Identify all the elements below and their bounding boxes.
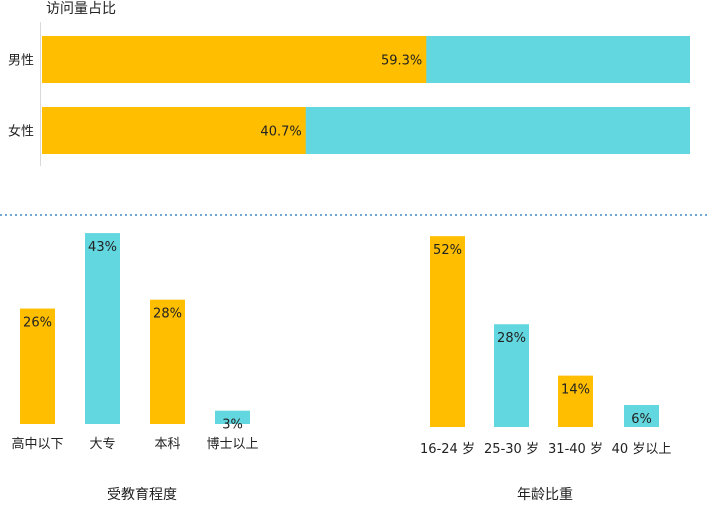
education-category-label: 本科 (154, 437, 180, 452)
age-category-label: 25-30 岁 (484, 442, 539, 457)
age-chart: 52% 16-24 岁 28% 25-30 岁 14% 31-40 岁 6% 40 岁以上 年… (420, 236, 671, 503)
age-bar-label: 14% (561, 383, 590, 398)
age-chart-title: 年龄比重 (517, 487, 573, 503)
gender-bar-label: 59.3% (381, 54, 422, 69)
education-category-label: 高中以下 (11, 436, 63, 452)
age-bar-label: 28% (497, 331, 526, 346)
age-category-label: 16-24 岁 (420, 442, 475, 457)
age-bars: 52% 16-24 岁 28% 25-30 岁 14% 31-40 岁 6% 40 岁以上 (420, 236, 671, 457)
age-bar (624, 404, 659, 427)
gender-bars: 59.3% 男性 40.7% 女性 (8, 36, 690, 154)
gender-category-label: 男性 (8, 54, 34, 69)
education-bar (85, 233, 120, 424)
age-category-label: 31-40 岁 (548, 442, 603, 457)
age-category-label: 40 岁以上 (612, 442, 672, 457)
education-category-label: 博士以上 (206, 437, 258, 452)
gender-bar-label: 40.7% (260, 125, 301, 140)
education-bar (20, 308, 55, 424)
age-bar-label: 52% (433, 243, 462, 258)
gender-chart: 访问量占比 59.3% 男性 40.7% 女性 (8, 1, 690, 166)
age-bar-label: 6% (631, 412, 652, 427)
education-bar-label: 43% (88, 240, 117, 255)
education-bar-label: 3% (222, 418, 243, 433)
education-chart: 26% 高中以下 43% 大专 28% 本科 3% 博士以上 受教育程度 (11, 233, 259, 503)
education-bars: 26% 高中以下 43% 大专 28% 本科 3% 博士以上 (11, 233, 259, 452)
gender-bar (42, 36, 427, 83)
education-bar-label: 28% (153, 307, 182, 322)
education-bar (150, 299, 185, 424)
gender-bar (42, 107, 306, 154)
age-bar (494, 324, 529, 427)
gender-category-label: 女性 (8, 124, 34, 140)
education-chart-title: 受教育程度 (107, 487, 177, 503)
education-bar-label: 26% (23, 316, 52, 331)
education-category-label: 大专 (89, 437, 115, 452)
education-bar (215, 410, 250, 424)
age-bar (558, 375, 593, 427)
gender-chart-title: 访问量占比 (46, 1, 116, 17)
age-bar (430, 236, 465, 427)
